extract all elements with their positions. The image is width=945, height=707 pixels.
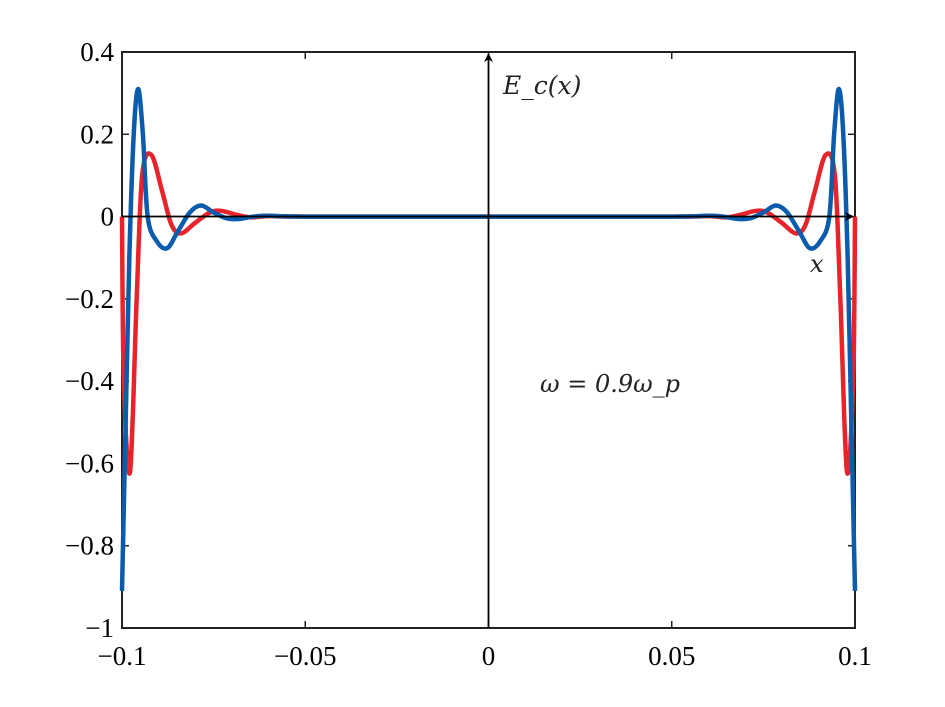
y-tick-label: 0.4 bbox=[80, 37, 114, 67]
x-tick-label: 0.05 bbox=[648, 641, 695, 671]
x-axis-label: x bbox=[810, 250, 824, 278]
y-tick-label: −1 bbox=[85, 613, 114, 643]
x-tick-label: −0.05 bbox=[274, 641, 336, 671]
y-tick-label: −0.4 bbox=[65, 366, 114, 396]
y-tick-label: −0.6 bbox=[65, 448, 114, 478]
x-tick-label: −0.1 bbox=[98, 641, 147, 671]
y-tick-label: 0 bbox=[101, 202, 115, 232]
x-tick-label: 0 bbox=[482, 641, 496, 671]
y-tick-label: −0.8 bbox=[65, 531, 114, 561]
y-tick-label: 0.2 bbox=[80, 119, 114, 149]
y-axis-label: E_c(x) bbox=[502, 71, 581, 100]
annotation-omega: ω = 0.9ω_p bbox=[540, 370, 680, 398]
x-tick-label: 0.1 bbox=[838, 641, 872, 671]
y-tick-label: −0.2 bbox=[65, 284, 114, 314]
